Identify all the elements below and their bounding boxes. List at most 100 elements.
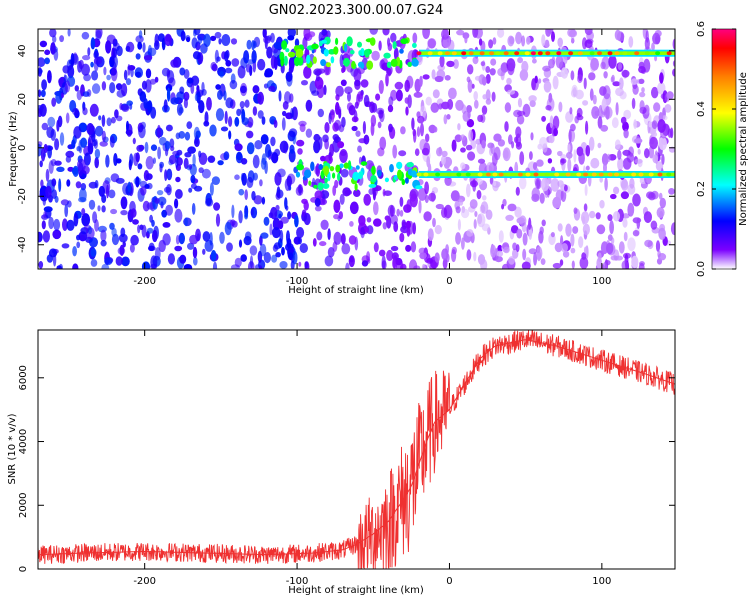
spectrogram-cell: [529, 151, 533, 161]
spectrogram-cell: [289, 144, 295, 154]
spectrogram-cell: [226, 242, 233, 252]
spectrogram-cell: [491, 91, 496, 102]
spectrogram-cell: [105, 154, 110, 168]
spectrogram-cell: [95, 125, 104, 137]
spectrogram-cell: [127, 65, 136, 71]
spectrogram-cell: [468, 129, 474, 142]
spectrogram-cell: [103, 66, 107, 76]
spectrogram-cell: [188, 187, 193, 193]
spectrogram-cell: [348, 255, 355, 268]
spectrogram-cell: [614, 139, 621, 150]
spectrogram-cell: [579, 256, 589, 269]
spectrogram-band-peak: [644, 51, 650, 56]
spectrogram-cell: [615, 255, 623, 261]
spectrogram-cell: [284, 178, 291, 192]
spectrogram-cell: [215, 108, 225, 122]
spectrogram-cell: [121, 104, 130, 112]
spectrogram-cell: [442, 37, 451, 49]
spectrogram-cell: [655, 34, 661, 45]
spectrogram-cell: [456, 195, 466, 203]
spectrogram-cell: [490, 58, 497, 66]
spectrogram-cell: [464, 35, 468, 44]
colorbar-gradient: [711, 28, 737, 270]
colorbar-tick-label: 0.4: [696, 101, 707, 117]
spectrogram-cell: [327, 228, 331, 241]
spectrogram-cell: [584, 29, 593, 36]
spectrogram-cell: [658, 192, 663, 200]
spectrogram-cell: [451, 139, 457, 152]
spectrogram-cell: [431, 69, 436, 80]
spectrogram-band-peak: [607, 51, 613, 56]
spectrogram-band-blob: [370, 175, 377, 183]
spectrogram-band-peak: [583, 172, 589, 177]
spectrogram-cell: [317, 108, 324, 118]
spectrogram-cell: [273, 56, 278, 70]
spectrogram-cell: [424, 194, 429, 204]
x-tick-label: -100: [286, 576, 309, 587]
spectrogram-cell: [349, 221, 354, 227]
spectrogram-cell: [534, 75, 538, 84]
spectrogram-cell: [213, 202, 221, 211]
spectrogram-cell: [485, 66, 491, 73]
spectrogram-cell: [644, 239, 653, 248]
spectrogram-cell: [109, 135, 115, 148]
spectrogram-cell: [638, 78, 645, 85]
spectrogram-cell: [240, 254, 247, 262]
spectrogram-cell: [320, 190, 330, 199]
spectrogram-cell: [266, 35, 272, 41]
spectrogram-cell: [94, 148, 101, 159]
spectrogram-cell: [264, 144, 272, 158]
spectrogram-cell: [322, 134, 329, 143]
spectrogram-cell: [130, 234, 139, 246]
spectrogram-cell: [91, 70, 99, 81]
spectrogram-cell: [121, 256, 130, 267]
spectrogram-band-peak: [556, 51, 562, 56]
spectrogram-cell: [98, 115, 102, 121]
spectrogram-cell: [506, 77, 512, 85]
spectrogram-band-blob: [357, 41, 362, 48]
spectrogram-cell: [585, 165, 590, 171]
spectrogram-cell: [123, 69, 128, 81]
spectrogram-cell: [569, 107, 573, 115]
spectrogram-cell: [459, 134, 466, 141]
spectrogram-cell: [395, 259, 404, 269]
spectrogram-cell: [515, 126, 522, 138]
spectrogram-cell: [536, 179, 541, 189]
spectrogram-cell: [387, 104, 394, 113]
spectrogram-cell: [363, 134, 370, 145]
spectrogram-cell: [590, 57, 599, 71]
spectrogram-cell: [260, 134, 269, 145]
spectrogram-band-blob: [377, 169, 382, 177]
spectrogram-band-blob: [312, 56, 317, 64]
spectrogram-cell: [284, 91, 291, 104]
spectrogram-cell: [613, 186, 620, 195]
spectrogram-cell: [472, 56, 479, 65]
spectrogram-cell: [187, 146, 197, 154]
spectrogram-cell: [129, 243, 135, 253]
spectrogram-cell: [617, 62, 623, 71]
spectrogram-cell: [332, 241, 338, 252]
spectrogram-cell: [595, 212, 601, 220]
spectrogram-band-blob: [369, 37, 376, 46]
spectrogram-cell: [631, 97, 636, 110]
spectrogram-cell: [651, 131, 658, 138]
spectrogram-band-blob: [335, 37, 339, 46]
spectrogram-cell: [170, 59, 179, 68]
spectrogram-cell: [507, 62, 515, 76]
spectrogram-cell: [382, 222, 387, 230]
spectrogram-cell: [412, 32, 418, 44]
spectrogram-cell: [243, 50, 250, 64]
spectrogram-cell: [165, 148, 169, 157]
spectrogram-cell: [650, 220, 658, 230]
spectrogram-cell: [478, 38, 483, 46]
spectrogram-cell: [53, 218, 61, 231]
spectrogram-cell: [384, 215, 390, 221]
spectrogram-cell: [576, 107, 583, 118]
spectrogram-cell: [229, 79, 238, 90]
spectrogram-cell: [71, 167, 79, 175]
spectrogram-band-blob: [285, 48, 290, 53]
spectrogram-band-peak: [657, 172, 663, 177]
spectrogram-cell: [621, 69, 630, 78]
spectrogram-cell: [552, 262, 562, 269]
spectrogram-cell: [78, 197, 87, 203]
